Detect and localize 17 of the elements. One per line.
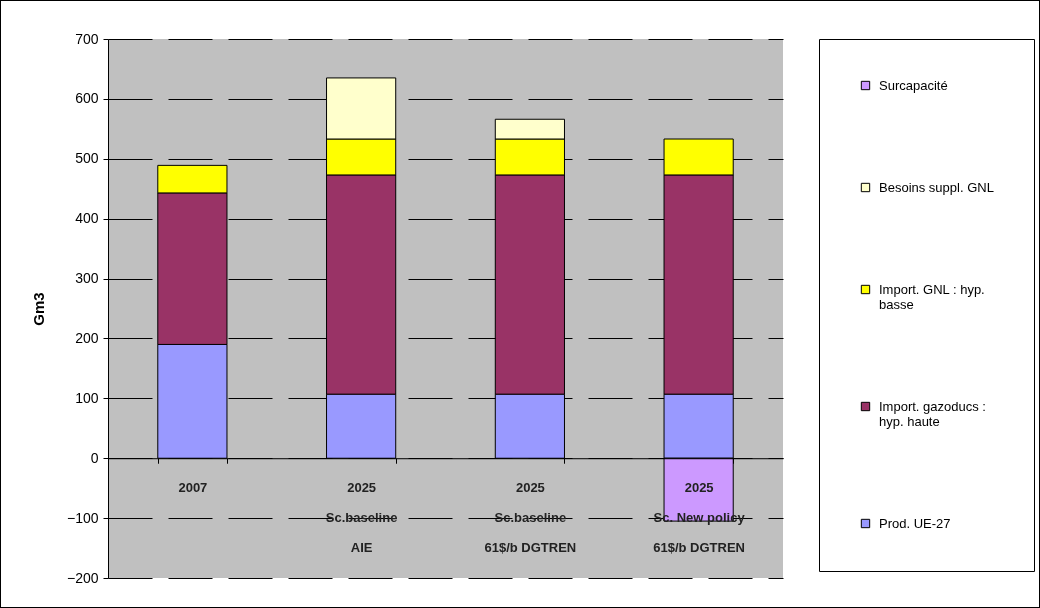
- y-axis-title: Gm3: [29, 292, 47, 326]
- legend-label: Surcapacité: [879, 77, 948, 93]
- y-tick-label: 300: [75, 270, 99, 287]
- y-tick-label: 500: [75, 150, 99, 167]
- legend-label: Prod. UE-27: [879, 515, 951, 531]
- y-tick-label: 400: [75, 210, 99, 227]
- x-tick-label: 2007: [178, 479, 208, 495]
- legend-label: Import. gazoducs : hyp. haute: [879, 398, 986, 429]
- y-tick-label: 600: [75, 90, 99, 107]
- y-tick-label: 0: [90, 449, 99, 466]
- y-tick-label: 100: [75, 389, 99, 406]
- y-tick-label: 700: [75, 30, 99, 47]
- legend-label: Besoins suppl. GNL: [879, 179, 994, 195]
- y-tick-label: −100: [66, 509, 99, 526]
- legend-label: Import. GNL : hyp. basse: [879, 281, 985, 312]
- y-tick-label: −200: [66, 569, 99, 586]
- y-tick-label: 200: [75, 329, 99, 346]
